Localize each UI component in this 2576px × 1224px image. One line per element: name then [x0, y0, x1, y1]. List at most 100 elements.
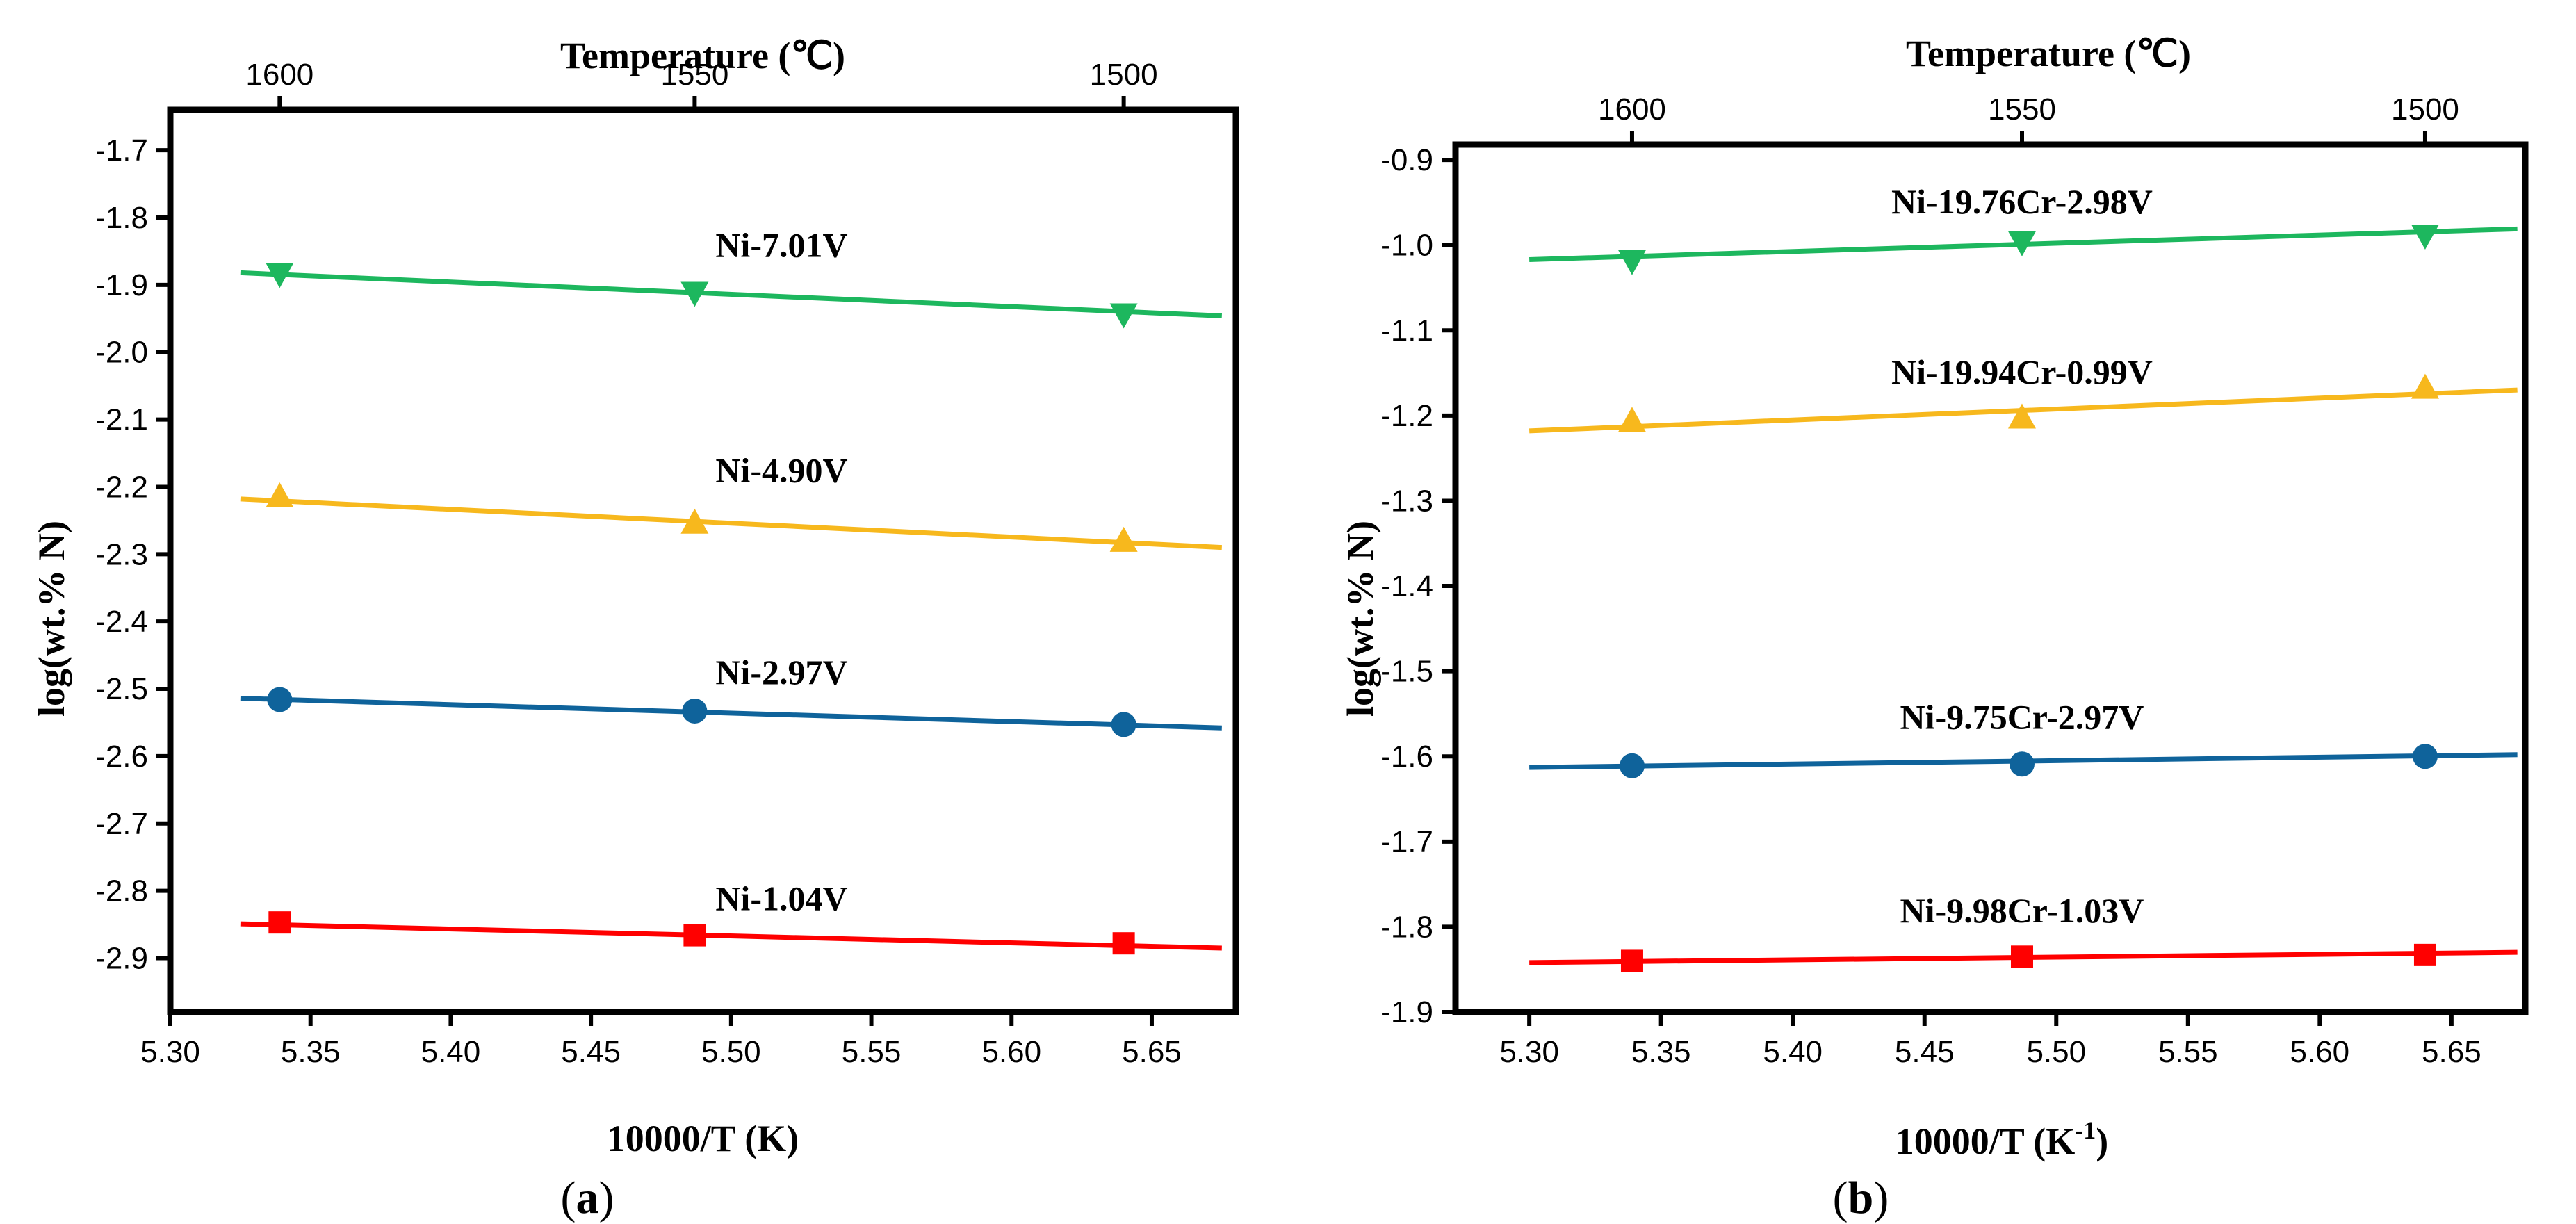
x-tick-label: 5.45: [561, 1035, 621, 1069]
x-tick-label: 5.35: [281, 1035, 341, 1069]
data-point: [1617, 250, 1646, 275]
y-tick-label: -1.3: [1380, 484, 1433, 518]
x-axis-title-close: ): [2096, 1120, 2108, 1162]
series-label: Ni-2.97V: [715, 653, 847, 692]
series-label: Ni-4.90V: [715, 450, 847, 489]
y-tick-label: -1.8: [1380, 910, 1433, 944]
x-axis-title-main: 10000/T (K: [1896, 1120, 2076, 1162]
series-label: Ni-1.04V: [715, 879, 847, 917]
y-tick-label: -2.6: [95, 740, 148, 774]
x-tick-label: 5.30: [1499, 1035, 1559, 1069]
data-point: [1617, 407, 1646, 432]
data-point: [680, 281, 709, 307]
fit-line: [240, 921, 1222, 951]
plot-area: 5.30 5.35 5.40 5.45 5.50 5.55 5.60 5.65 -1.9 -1.8…: [1380, 92, 2529, 1069]
fit-line: [240, 696, 1222, 731]
y-tick-label: -1.7: [95, 133, 148, 168]
series-label: Ni-19.94Cr-0.99V: [1891, 352, 2153, 391]
series-label: Ni-9.98Cr-1.03V: [1900, 891, 2144, 930]
data-point: [267, 687, 293, 712]
y-tick-label: -2.1: [95, 403, 148, 437]
panel-label: (a): [561, 1173, 614, 1223]
y-tick-label: -1.4: [1380, 569, 1433, 603]
y-tick-label: -2.7: [95, 807, 148, 841]
data-point: [2010, 945, 2033, 968]
data-point: [2411, 224, 2439, 250]
series-label: Ni-9.75Cr-2.97V: [1900, 698, 2144, 737]
y-axis-title: log(wt.% N): [1339, 521, 1381, 717]
top-axis-title: Temperature (℃): [1906, 33, 2191, 74]
y-tick-label: -1.0: [1380, 229, 1433, 263]
y-axis-title: log(wt.% N): [31, 521, 72, 717]
x-tick-label: 5.50: [2026, 1035, 2086, 1069]
y-tick-label: -0.9: [1380, 143, 1433, 177]
y-tick-label: -2.5: [95, 672, 148, 706]
series-Ni-7.01V: Ni-7.01V: [240, 226, 1222, 329]
x-tick-label: 5.30: [140, 1035, 200, 1069]
series-Ni-9.98Cr-1.03V: Ni-9.98Cr-1.03V: [1529, 891, 2518, 972]
fit-line: [240, 496, 1223, 550]
x-tick-label: 5.65: [1122, 1035, 1182, 1069]
data-point: [2007, 231, 2036, 256]
top-tick-label: 1600: [245, 58, 313, 92]
panel-b: Temperature (℃) log(wt.% N) 10000/T (K-1…: [1339, 33, 2529, 1223]
series-Ni-4.90V: Ni-4.90V: [240, 450, 1223, 552]
data-point: [266, 263, 294, 288]
plot-frame: [167, 106, 1239, 1015]
data-point: [2009, 751, 2035, 777]
y-tick-label: -1.5: [1380, 655, 1433, 689]
data-point: [1109, 526, 1138, 552]
series-Ni-19.76Cr-2.98V: Ni-19.76Cr-2.98V: [1529, 182, 2518, 275]
y-tick-label: -2.8: [95, 874, 148, 908]
series-label: Ni-19.76Cr-2.98V: [1891, 182, 2153, 221]
data-point: [268, 911, 291, 934]
top-tick-label: 1500: [1090, 58, 1158, 92]
data-point: [680, 508, 709, 534]
y-tick-label: -1.1: [1380, 313, 1433, 348]
data-point: [2412, 744, 2438, 769]
y-tick-label: -1.6: [1380, 740, 1433, 774]
y-tick-label: -2.2: [95, 470, 148, 504]
series-Ni-9.75Cr-2.97V: Ni-9.75Cr-2.97V: [1529, 698, 2518, 778]
y-tick-label: -2.9: [95, 942, 148, 976]
top-tick-label: 1550: [1988, 92, 2056, 127]
fit-line: [240, 270, 1222, 318]
series-label: Ni-7.01V: [715, 226, 847, 265]
x-tick-label: 5.60: [2290, 1035, 2350, 1069]
x-tick-label: 5.60: [981, 1035, 1041, 1069]
x-tick-label: 5.65: [2422, 1035, 2481, 1069]
data-point: [683, 924, 706, 947]
top-axis-title: Temperature (℃): [560, 35, 845, 76]
plot-area: 5.30 5.35 5.40 5.45 5.50 5.55 5.60 5.65 -2.9 -2.8…: [95, 58, 1239, 1069]
x-tick-label: 5.55: [2158, 1035, 2218, 1069]
y-tick-label: -1.9: [95, 268, 148, 302]
x-axis-title: 10000/T (K-1): [1896, 1116, 2109, 1162]
series-Ni-19.94Cr-0.99V: Ni-19.94Cr-0.99V: [1529, 352, 2518, 434]
x-axis-title: 10000/T (K): [607, 1118, 799, 1159]
data-point: [1112, 932, 1135, 955]
top-tick-label: 1600: [1598, 92, 1666, 127]
data-point: [1620, 949, 1643, 972]
x-tick-label: 5.40: [1763, 1035, 1823, 1069]
data-point: [266, 482, 294, 507]
y-tick-label: -1.8: [95, 201, 148, 235]
y-tick-label: -1.9: [1380, 995, 1433, 1029]
top-tick-label: 1550: [660, 58, 728, 92]
x-tick-label: 5.45: [1895, 1035, 1955, 1069]
series-Ni-2.97V: Ni-2.97V: [240, 653, 1222, 737]
panel-a: Temperature (℃) log(wt.% N) 10000/T (K) …: [31, 35, 1239, 1223]
x-tick-label: 5.35: [1631, 1035, 1691, 1069]
top-tick-label: 1500: [2391, 92, 2459, 127]
x-tick-label: 5.55: [842, 1035, 902, 1069]
data-point: [1109, 303, 1138, 329]
x-tick-label: 5.50: [701, 1035, 761, 1069]
y-tick-label: -1.7: [1380, 825, 1433, 859]
data-point: [682, 699, 708, 724]
panel-label: (b): [1833, 1173, 1889, 1223]
data-point: [1111, 712, 1136, 737]
x-axis-title-sup: -1: [2075, 1116, 2096, 1144]
series-Ni-1.04V: Ni-1.04V: [240, 879, 1222, 955]
y-tick-label: -2.0: [95, 336, 148, 370]
plot-frame: [1452, 141, 2529, 1015]
data-point: [2413, 943, 2436, 966]
